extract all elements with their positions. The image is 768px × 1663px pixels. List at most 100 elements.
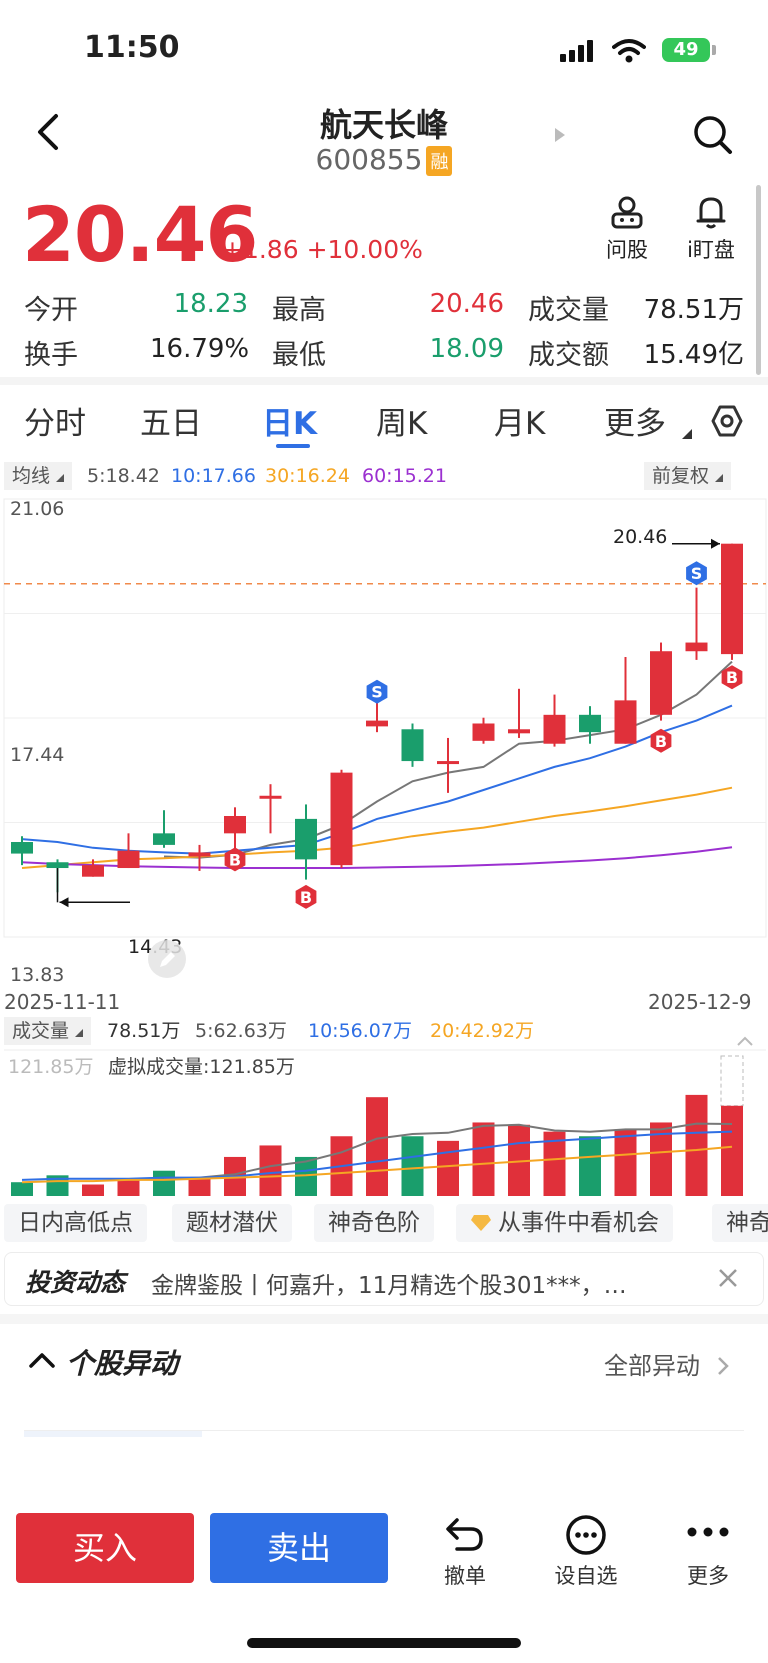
volume-selector-label: 成交量 bbox=[12, 1020, 70, 1042]
volume-selector[interactable]: 成交量 bbox=[4, 1017, 92, 1045]
ma-line bbox=[21, 704, 733, 855]
sell-button[interactable]: 卖出 bbox=[210, 1513, 388, 1583]
turnover-value: 16.79% bbox=[150, 334, 250, 364]
back-icon[interactable] bbox=[34, 112, 60, 156]
wifi-icon bbox=[612, 38, 646, 68]
volume-chart[interactable] bbox=[0, 1048, 768, 1198]
all-alerts-link[interactable]: 全部异动 bbox=[604, 1346, 730, 1381]
tool-theme-lurk[interactable]: 题材潜伏 bbox=[172, 1204, 292, 1242]
candle-body bbox=[330, 772, 353, 866]
battery-tip bbox=[712, 45, 716, 55]
volume-bar bbox=[579, 1136, 601, 1196]
candle-body bbox=[437, 761, 459, 765]
ma5-value: 5:18.42 bbox=[87, 465, 160, 487]
status-time: 11:50 bbox=[84, 30, 180, 65]
volume-bar bbox=[614, 1129, 637, 1196]
change-amount: +1.86 bbox=[222, 235, 299, 264]
candle-body bbox=[472, 723, 495, 741]
volume-bar bbox=[295, 1156, 317, 1196]
tab-weekly-k[interactable]: 周K bbox=[376, 406, 428, 442]
ma-selector-label: 均线 bbox=[12, 465, 51, 487]
tool-magic[interactable]: 神奇 bbox=[712, 1204, 768, 1242]
chevron-right-icon bbox=[717, 1357, 729, 1375]
volume-collapse-icon[interactable] bbox=[736, 1032, 754, 1051]
candlestick-chart[interactable]: S B B S B B bbox=[0, 495, 768, 1015]
candle-body bbox=[224, 815, 246, 834]
signal-label: B bbox=[726, 668, 738, 687]
candle-body bbox=[117, 850, 140, 869]
buy-signal-badge bbox=[721, 665, 743, 690]
candle-body bbox=[685, 642, 708, 652]
tool-event-opportunity[interactable]: 从事件中看机会 bbox=[456, 1204, 673, 1242]
search-icon[interactable] bbox=[692, 114, 734, 160]
volume-ma20: 20:42.92万 bbox=[430, 1020, 534, 1042]
volume-current: 78.51万 bbox=[107, 1020, 181, 1042]
volume-ma-line bbox=[21, 1145, 733, 1184]
candle-body bbox=[366, 720, 388, 727]
open-label: 今开 bbox=[24, 295, 78, 326]
volume-bar bbox=[721, 1105, 743, 1196]
volume-label: 成交量 bbox=[528, 295, 609, 326]
ma60-value: 60:15.21 bbox=[362, 465, 447, 487]
draw-tool-icon[interactable] bbox=[148, 940, 186, 978]
next-stock-icon[interactable] bbox=[553, 126, 567, 148]
ma10-value: 10:17.66 bbox=[171, 465, 256, 487]
stock-name: 航天长峰 bbox=[319, 106, 448, 144]
corner-icon bbox=[75, 1029, 84, 1037]
tool-color-scale[interactable]: 神奇色阶 bbox=[314, 1204, 434, 1242]
ma-selector[interactable]: 均线 bbox=[4, 462, 73, 490]
active-tab-indicator bbox=[276, 444, 310, 448]
tab-daily-k[interactable]: 日K bbox=[262, 406, 318, 442]
chart-settings-icon[interactable] bbox=[710, 404, 744, 442]
change-percent: +10.00% bbox=[306, 235, 423, 264]
watch-button[interactable]: i盯盘 bbox=[676, 194, 746, 264]
tool-intraday-highlow[interactable]: 日内高低点 bbox=[4, 1204, 147, 1242]
ask-stock-label: 问股 bbox=[606, 238, 648, 262]
y-tick-high: 21.06 bbox=[10, 498, 65, 520]
volume-bar bbox=[437, 1140, 459, 1196]
tab-monthly-k[interactable]: 月K bbox=[494, 406, 546, 442]
add-watchlist-button[interactable] bbox=[546, 1514, 626, 1562]
watch-label: i盯盘 bbox=[687, 238, 735, 262]
news-banner[interactable]: 投资动态 金牌鉴股丨何嘉升，11月精选个股301***，… bbox=[4, 1252, 764, 1306]
candle-body bbox=[543, 714, 566, 744]
candle-body bbox=[188, 852, 211, 857]
high-label: 最高 bbox=[272, 295, 326, 326]
tab-five-day[interactable]: 五日 bbox=[140, 406, 202, 442]
volume-bar bbox=[11, 1182, 33, 1196]
signal-label: S bbox=[371, 683, 383, 702]
virtual-volume-label: 虚拟成交量:121.85万 bbox=[108, 1056, 295, 1078]
high-marker-label: 20.46 bbox=[613, 526, 668, 548]
collapse-section-icon[interactable] bbox=[28, 1350, 56, 1374]
more-label: 更多 bbox=[687, 1564, 729, 1588]
tab-more[interactable]: 更多 bbox=[604, 406, 666, 442]
more-icon bbox=[687, 1527, 729, 1537]
tool-event-label: 从事件中看机会 bbox=[498, 1210, 659, 1236]
volume-bar bbox=[472, 1122, 495, 1196]
virtual-volume-box bbox=[720, 1055, 744, 1107]
ask-stock-button[interactable]: 问股 bbox=[596, 194, 658, 264]
high-value: 20.46 bbox=[429, 289, 504, 319]
tab-more-corner-icon bbox=[682, 424, 692, 443]
page-scrollbar[interactable] bbox=[756, 185, 761, 375]
y-tick-mid: 17.44 bbox=[10, 744, 65, 766]
candle-body bbox=[259, 795, 282, 799]
cancel-order-button[interactable] bbox=[425, 1514, 505, 1558]
candle-body bbox=[153, 833, 175, 845]
corner-icon bbox=[715, 474, 724, 482]
home-indicator bbox=[247, 1638, 521, 1648]
volume-bar bbox=[401, 1136, 424, 1196]
diamond-icon bbox=[471, 1215, 491, 1231]
stock-code-row: 600855 融 bbox=[0, 143, 768, 176]
low-value: 18.09 bbox=[429, 334, 504, 364]
candle-body bbox=[614, 700, 637, 744]
add-watchlist-label: 设自选 bbox=[554, 1564, 618, 1588]
y-tick-low: 13.83 bbox=[10, 964, 65, 986]
signal-label: B bbox=[229, 850, 241, 869]
close-icon[interactable] bbox=[717, 1267, 739, 1293]
tab-intraday[interactable]: 分时 bbox=[24, 406, 86, 442]
buy-button[interactable]: 买入 bbox=[16, 1513, 194, 1583]
more-button[interactable] bbox=[668, 1522, 748, 1546]
adjust-selector[interactable]: 前复权 bbox=[644, 462, 732, 490]
news-text: 金牌鉴股丨何嘉升，11月精选个股301***，… bbox=[151, 1273, 627, 1299]
